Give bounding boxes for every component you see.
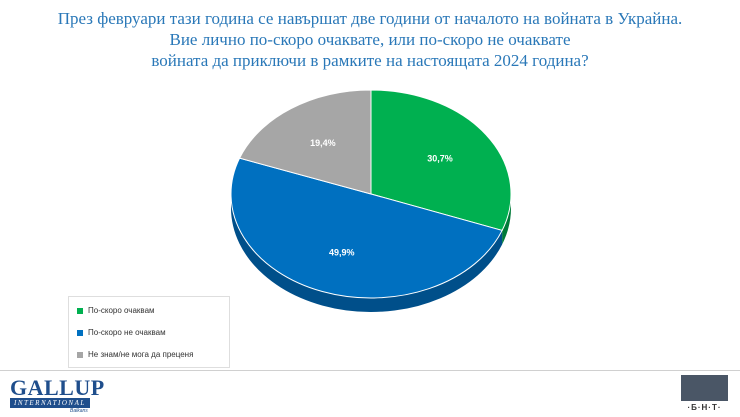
- legend-item-dont-know: Не знам/не мога да преценя: [77, 350, 193, 359]
- data-label-expect: 30,7%: [427, 153, 453, 163]
- legend-item-expect: По-скоро очаквам: [77, 306, 155, 315]
- data-label-not-expect: 49,9%: [329, 248, 355, 258]
- bnt-logo-block: [681, 375, 728, 401]
- title-line-3: войната да приключи в рамките на настоящ…: [151, 51, 589, 70]
- title-line-1: През февруари тази година се навършат дв…: [57, 9, 683, 28]
- legend-swatch-not-expect: [77, 329, 83, 336]
- gallup-logo: GALLUP INTERNATIONAL Balkans: [10, 375, 122, 415]
- legend: По-скоро очаквам По-скоро не очаквам Не …: [68, 296, 230, 368]
- bnt-logo: ·Б·Н·Т·: [681, 375, 728, 413]
- bnt-logo-text: ·Б·Н·Т·: [687, 403, 722, 412]
- pie-slice-dont-know: [238, 89, 372, 195]
- data-label-dont-know: 19,4%: [310, 138, 336, 148]
- gallup-logo-subtitle: INTERNATIONAL: [10, 398, 90, 408]
- legend-label-expect: По-скоро очаквам: [88, 306, 155, 315]
- legend-swatch-dont-know: [77, 351, 83, 358]
- pie-slice-not-expect: [230, 157, 503, 299]
- legend-swatch-expect: [77, 307, 83, 314]
- title-line-2: Вие лично по-скоро очаквате, или по-скор…: [169, 30, 571, 49]
- gallup-logo-region: Balkans: [70, 408, 88, 414]
- pie-slice-expect: [370, 89, 512, 232]
- pie-side-expect: [502, 194, 511, 245]
- chart-title: През февруари тази година се навършат дв…: [0, 8, 740, 71]
- legend-label-dont-know: Не знам/не мога да преценя: [88, 350, 194, 359]
- legend-item-not-expect: По-скоро не очаквам: [77, 328, 166, 337]
- footer-divider: [0, 370, 740, 371]
- pie-chart: 30,7% 49,9% 19,4%: [230, 89, 512, 312]
- legend-label-not-expect: По-скоро не очаквам: [88, 328, 166, 337]
- gallup-logo-text: GALLUP: [10, 375, 105, 400]
